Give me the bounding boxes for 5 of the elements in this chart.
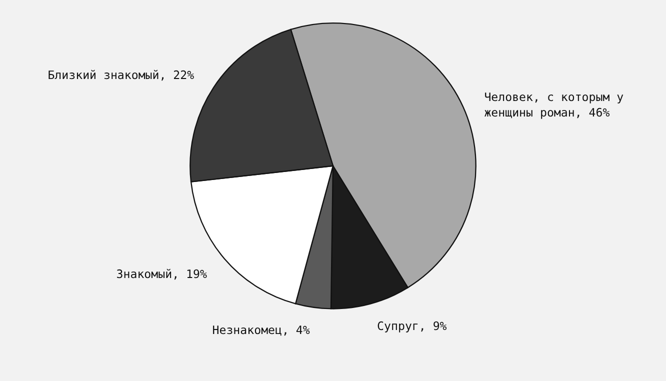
slice-label: Знакомый, 19% (116, 266, 207, 281)
slice-label: Незнакомец, 4% (212, 323, 310, 338)
slice-label: Супруг, 9% (377, 318, 447, 333)
slice-label: Человек, с которым у женщины роман, 46% (484, 90, 624, 120)
slice-label: Близкий знакомый, 22% (48, 68, 194, 82)
